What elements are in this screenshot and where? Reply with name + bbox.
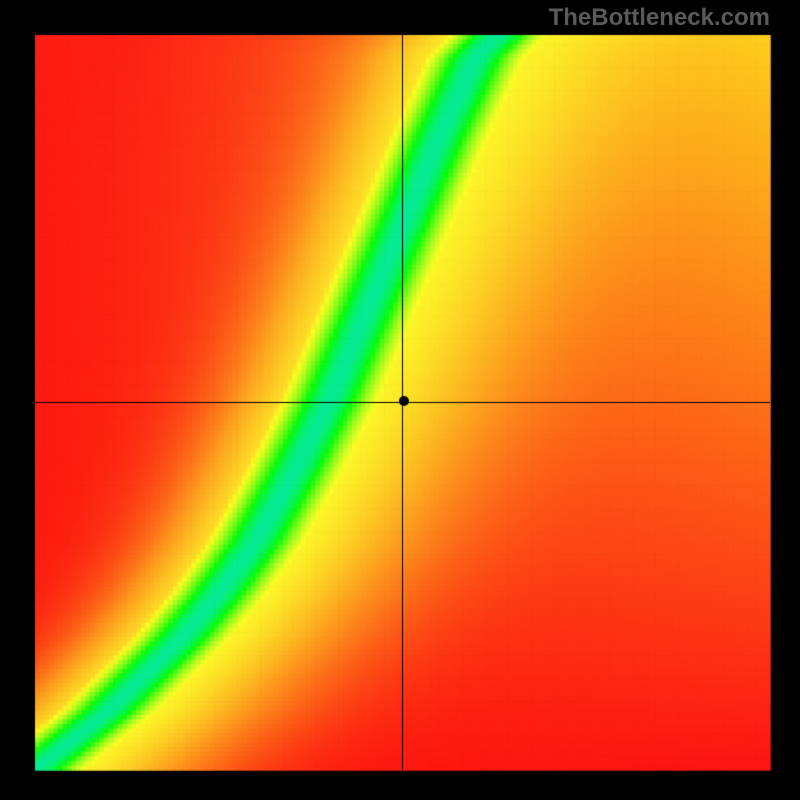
watermark-text: TheBottleneck.com <box>549 4 770 32</box>
chart-container: TheBottleneck.com <box>0 0 800 800</box>
heatmap-canvas <box>0 0 800 800</box>
